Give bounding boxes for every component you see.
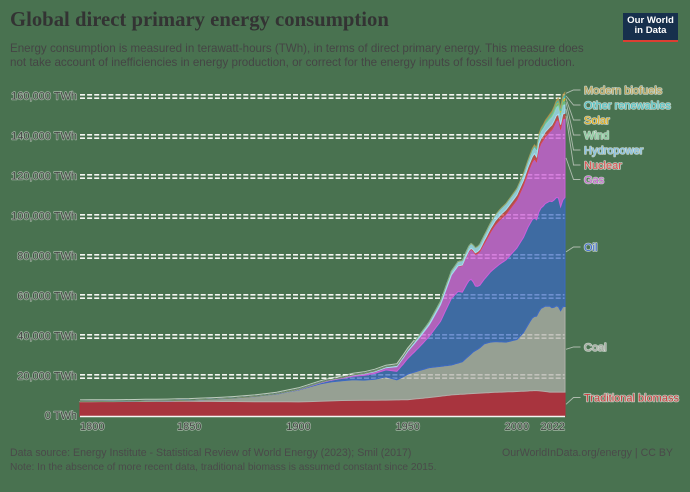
svg-text:1900: 1900 xyxy=(286,421,310,433)
svg-text:Wind: Wind xyxy=(584,130,609,142)
svg-text:40,000 TWh: 40,000 TWh xyxy=(17,331,77,343)
svg-text:Nuclear: Nuclear xyxy=(584,160,622,172)
svg-text:1850: 1850 xyxy=(177,421,201,433)
svg-text:1800: 1800 xyxy=(80,421,104,433)
svg-text:Modern biofuels: Modern biofuels xyxy=(584,85,663,97)
svg-text:20,000 TWh: 20,000 TWh xyxy=(17,371,77,383)
svg-text:0 TWh: 0 TWh xyxy=(45,410,77,422)
svg-text:60,000 TWh: 60,000 TWh xyxy=(17,291,77,303)
svg-text:Solar: Solar xyxy=(584,115,610,127)
svg-text:1950: 1950 xyxy=(395,421,419,433)
svg-text:120,000 TWh: 120,000 TWh xyxy=(11,171,77,183)
svg-text:160,000 TWh: 160,000 TWh xyxy=(11,91,77,103)
svg-text:Coal: Coal xyxy=(584,342,607,354)
svg-text:Hydropower: Hydropower xyxy=(584,145,644,157)
svg-text:Gas: Gas xyxy=(584,174,605,186)
svg-text:Other renewables: Other renewables xyxy=(584,100,671,112)
svg-text:Oil: Oil xyxy=(584,242,597,254)
svg-text:100,000 TWh: 100,000 TWh xyxy=(11,211,77,223)
svg-text:2022: 2022 xyxy=(541,421,565,433)
svg-text:2000: 2000 xyxy=(505,421,529,433)
svg-text:140,000 TWh: 140,000 TWh xyxy=(11,131,77,143)
svg-text:80,000 TWh: 80,000 TWh xyxy=(17,251,77,263)
svg-text:Traditional biomass: Traditional biomass xyxy=(584,392,679,404)
